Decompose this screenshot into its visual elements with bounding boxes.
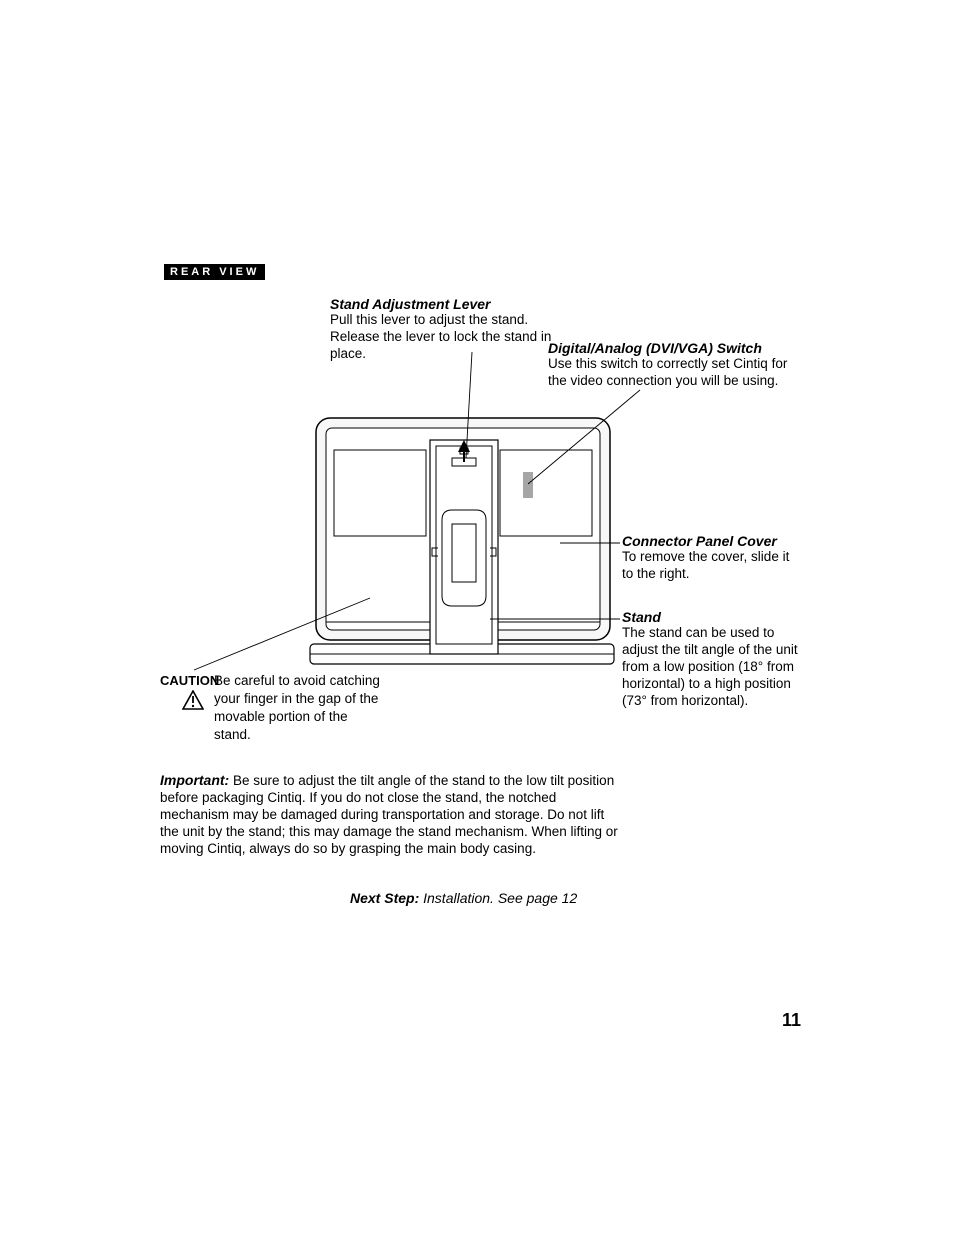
rear-view-diagram: [0, 0, 954, 1235]
